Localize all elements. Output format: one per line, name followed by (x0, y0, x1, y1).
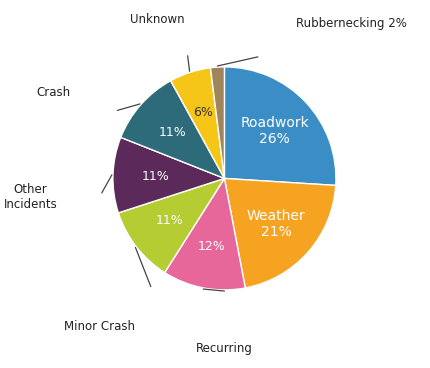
Text: 11%: 11% (141, 170, 169, 183)
Text: Crash: Crash (36, 86, 71, 99)
Wedge shape (118, 178, 224, 273)
Text: Weather
21%: Weather 21% (246, 209, 305, 239)
Wedge shape (164, 178, 245, 290)
Text: Roadwork
26%: Roadwork 26% (240, 116, 308, 146)
Text: 11%: 11% (156, 214, 183, 227)
Wedge shape (224, 67, 335, 185)
Wedge shape (210, 67, 224, 178)
Wedge shape (120, 81, 224, 178)
Wedge shape (224, 178, 335, 288)
Text: 11%: 11% (158, 126, 186, 139)
Text: Minor Crash: Minor Crash (64, 320, 135, 333)
Text: Other
Incidents: Other Incidents (3, 183, 57, 211)
Text: Recurring: Recurring (196, 342, 252, 355)
Wedge shape (170, 68, 224, 178)
Text: 12%: 12% (197, 240, 225, 253)
Text: Unknown: Unknown (130, 13, 184, 26)
Text: 6%: 6% (193, 106, 212, 119)
Text: Rubbernecking 2%: Rubbernecking 2% (295, 17, 406, 30)
Wedge shape (113, 137, 224, 213)
